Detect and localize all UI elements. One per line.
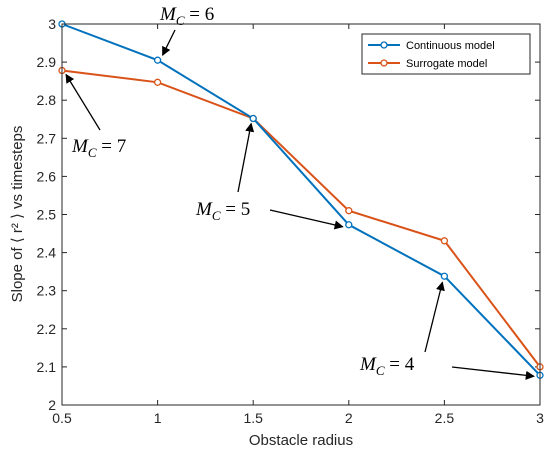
plot-area	[62, 24, 540, 405]
x-tick-label: 0.5	[52, 410, 72, 426]
data-point	[440, 272, 449, 280]
series-line	[61, 69, 541, 368]
annotation-arrow	[451, 366, 535, 380]
axis-ticks: 0.5 1 1.5 2 2.5 3 2 2.1 2.2 2.3 2.4 2.5 2.6 2.7 2.8 2.9…	[37, 16, 545, 426]
y-tick-label: 2	[48, 397, 56, 413]
y-tick-label: 2.8	[37, 92, 57, 108]
y-tick-label: 2.3	[37, 283, 57, 299]
y-tick-label: 2.9	[37, 54, 57, 70]
y-tick-label: 2.5	[37, 207, 57, 223]
x-tick-label: 3	[536, 410, 544, 426]
legend: Continuous model Surrogate model	[361, 33, 531, 75]
annotation-arrow	[65, 73, 101, 131]
data-point	[345, 207, 353, 215]
annotation-label: MC = 4	[359, 354, 415, 378]
data-point	[345, 221, 353, 229]
legend-box	[361, 33, 531, 75]
annotation-arrow	[269, 209, 344, 230]
annotation-arrow	[424, 281, 445, 353]
x-tick-label: 2	[345, 410, 353, 426]
y-tick-label: 2.2	[37, 321, 57, 337]
legend-label: Continuous model	[406, 40, 495, 52]
annotation-label: MC = 6	[159, 4, 214, 28]
y-tick-label: 2.1	[37, 359, 57, 375]
x-tick-label: 1.5	[243, 410, 263, 426]
legend-marker	[380, 59, 388, 67]
plot-box	[61, 23, 541, 406]
x-tick-label: 2.5	[435, 410, 455, 426]
legend-marker	[380, 41, 388, 49]
legend-label: Surrogate model	[406, 58, 487, 70]
data-point	[153, 56, 162, 64]
data-point	[153, 78, 162, 86]
data-point	[440, 237, 449, 245]
data-point	[249, 114, 257, 123]
x-tick-label: 1	[154, 410, 162, 426]
annotation-arrow	[237, 122, 255, 193]
y-tick-label: 2.7	[37, 130, 57, 146]
series-line	[61, 23, 541, 376]
x-axis-label: Obstacle radius	[249, 432, 353, 449]
y-tick-label: 3	[48, 16, 56, 32]
y-axis-label: Slope of ⟨ r² ⟩ vs timesteps	[9, 126, 26, 303]
y-tick-label: 2.4	[37, 245, 57, 261]
annotations: MC = 6 MC = 7 MC = 5 MC = 4	[65, 4, 535, 380]
annotation-label: MC = 7	[71, 136, 126, 160]
annotation-arrow	[162, 29, 176, 57]
annotation-label: MC = 5	[195, 199, 250, 223]
y-tick-label: 2.6	[37, 168, 57, 184]
